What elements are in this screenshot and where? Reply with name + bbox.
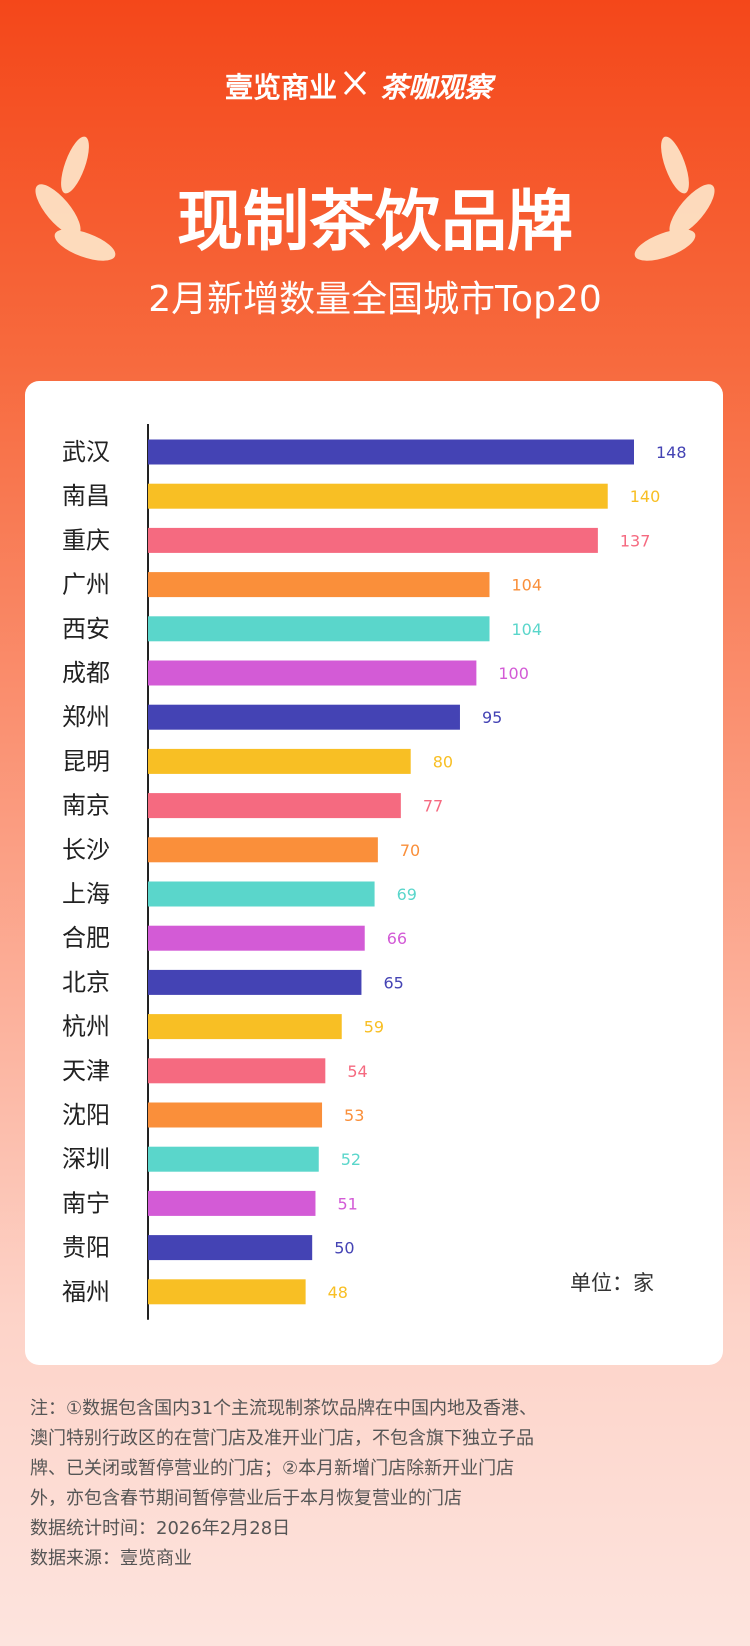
- bar: [148, 881, 375, 907]
- category-label: 天津: [62, 1057, 110, 1085]
- date: 数据统计时间：2026年2月28日: [30, 1518, 291, 1539]
- bar: [148, 1058, 326, 1084]
- category-label: 合肥: [62, 924, 110, 952]
- unit-label: 单位：家: [570, 1271, 654, 1295]
- value-label: 69: [397, 885, 417, 904]
- bar: [148, 1102, 323, 1128]
- value-label: 52: [341, 1150, 361, 1169]
- category-label: 成都: [62, 659, 110, 687]
- bar: [148, 439, 634, 465]
- value-label: 95: [482, 708, 502, 727]
- bar: [148, 572, 490, 598]
- bar: [148, 793, 401, 819]
- category-label: 贵阳: [62, 1234, 110, 1262]
- bar: [148, 527, 598, 553]
- category-label: 南京: [62, 792, 110, 820]
- value-label: 53: [344, 1106, 364, 1125]
- brand-left: 壹览商业: [225, 71, 338, 104]
- category-label: 广州: [62, 571, 110, 599]
- category-label: 北京: [62, 968, 110, 996]
- category-label: 长沙: [62, 836, 110, 864]
- value-label: 65: [383, 973, 403, 992]
- title: 现制茶饮品牌: [177, 183, 573, 260]
- category-label: 上海: [62, 880, 110, 908]
- value-label: 51: [337, 1194, 357, 1213]
- bar: [148, 704, 460, 730]
- value-label: 77: [423, 797, 443, 816]
- value-label: 140: [630, 487, 661, 506]
- value-label: 80: [433, 752, 453, 771]
- category-label: 武汉: [62, 438, 110, 466]
- bar: [148, 1279, 306, 1305]
- category-label: 杭州: [62, 1013, 110, 1041]
- category-label: 昆明: [62, 747, 110, 775]
- bar: [148, 1146, 319, 1172]
- bar: [148, 1014, 342, 1040]
- value-label: 59: [364, 1018, 384, 1037]
- notes: 注：①数据包含国内31个主流现制茶饮品牌在中国内地及香港、澳门特别行政区的在营门…: [30, 1394, 550, 1574]
- bar: [148, 616, 490, 642]
- brand-right: 茶咖观察: [380, 71, 493, 104]
- category-label: 西安: [62, 615, 110, 643]
- bar: [148, 1235, 313, 1261]
- value-label: 70: [400, 841, 420, 860]
- bar: [148, 1190, 316, 1216]
- value-label: 137: [620, 531, 651, 550]
- note: 注：①数据包含国内31个主流现制茶饮品牌在中国内地及香港、澳门特别行政区的在营门…: [30, 1398, 538, 1509]
- bar: [148, 748, 411, 774]
- category-label: 重庆: [62, 526, 110, 554]
- header-decor: [35, 70, 715, 261]
- bar: [148, 660, 477, 686]
- value-label: 100: [498, 664, 529, 683]
- category-label: 南昌: [62, 482, 110, 510]
- value-label: 66: [387, 929, 407, 948]
- category-label: 郑州: [62, 703, 110, 731]
- bar: [148, 969, 362, 995]
- value-label: 104: [512, 576, 543, 595]
- bar: [148, 483, 608, 509]
- value-label: 104: [512, 620, 543, 639]
- bar: [148, 925, 365, 951]
- value-label: 50: [334, 1239, 354, 1258]
- subtitle: 2月新增数量全国城市Top20: [148, 279, 602, 320]
- category-label: 沈阳: [62, 1101, 110, 1129]
- source: 数据来源：壹览商业: [30, 1548, 192, 1569]
- bar: [148, 837, 378, 863]
- category-label: 南宁: [62, 1189, 110, 1217]
- value-label: 48: [328, 1283, 348, 1302]
- value-label: 148: [656, 443, 687, 462]
- category-label: 深圳: [62, 1145, 110, 1173]
- value-label: 54: [347, 1062, 367, 1081]
- category-label: 福州: [62, 1278, 110, 1306]
